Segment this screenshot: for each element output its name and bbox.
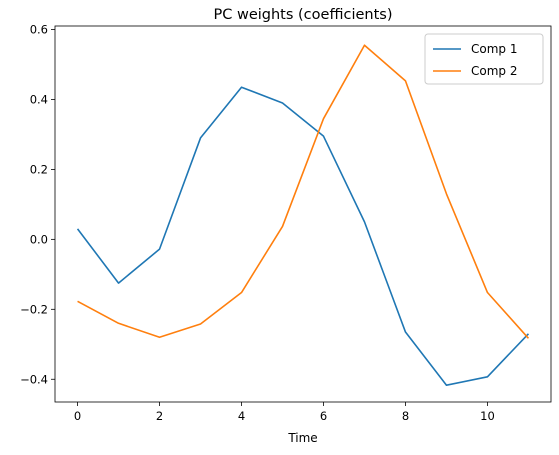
series-lines bbox=[76, 44, 530, 387]
x-tick-label: 2 bbox=[156, 409, 163, 423]
y-tick-label: 0.4 bbox=[30, 92, 48, 106]
x-axis-ticks: 0 2 4 6 8 10 bbox=[74, 402, 495, 423]
x-tick-label: 8 bbox=[402, 409, 409, 423]
chart-title: PC weights (coefficients) bbox=[214, 7, 393, 23]
y-tick-label: 0.2 bbox=[30, 162, 48, 176]
x-tick-label: 0 bbox=[74, 409, 81, 423]
y-axis-ticks: −0.4 −0.2 0.0 0.2 0.4 0.6 bbox=[20, 22, 55, 386]
legend-label-1: Comp 1 bbox=[471, 42, 517, 56]
legend-label-2: Comp 2 bbox=[471, 64, 517, 78]
y-tick-label: 0.0 bbox=[30, 232, 48, 246]
y-tick-label: 0.6 bbox=[30, 22, 48, 36]
x-axis-label: Time bbox=[287, 431, 317, 445]
x-tick-label: 4 bbox=[238, 409, 245, 423]
x-tick-label: 10 bbox=[480, 409, 495, 423]
series-line-2 bbox=[77, 44, 530, 339]
legend-entries: Comp 1 Comp 2 bbox=[433, 42, 517, 78]
series-line-1 bbox=[76, 86, 530, 387]
plot-frame bbox=[54, 25, 552, 403]
y-tick-label: −0.4 bbox=[20, 372, 48, 386]
y-tick-label: −0.2 bbox=[20, 302, 48, 316]
x-tick-label: 6 bbox=[320, 409, 327, 423]
legend: Comp 1 Comp 2 bbox=[424, 33, 544, 85]
